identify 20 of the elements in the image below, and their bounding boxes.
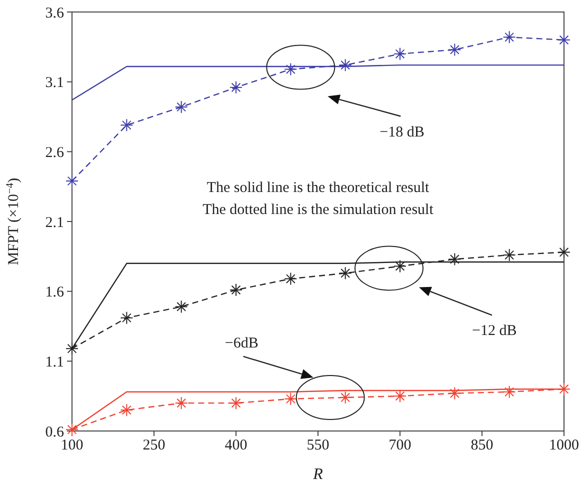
- x-tick-label: 250: [142, 438, 166, 454]
- y-tick-label: 3.6: [45, 5, 64, 22]
- y-tick-label: 2.6: [45, 144, 64, 161]
- x-tick-label: 400: [224, 438, 248, 454]
- y-tick-label: 0.6: [45, 424, 64, 440]
- x-tick-label: 1000: [549, 438, 579, 454]
- y-tick-label: 2.1: [45, 214, 64, 231]
- annotation: The dotted line is the simulation result: [202, 202, 434, 218]
- x-axis-title: R: [312, 466, 324, 481]
- annotation: −6dB: [224, 335, 258, 352]
- y-tick-label: 3.1: [45, 75, 64, 92]
- annotation: −18 dB: [380, 124, 424, 140]
- annotation: The solid line is the theoretical result: [206, 180, 430, 196]
- x-tick-label: 550: [306, 438, 330, 454]
- annotation: −12 dB: [472, 323, 517, 340]
- y-tick-label: 1.1: [45, 354, 64, 370]
- x-tick-label: 100: [60, 438, 84, 454]
- x-tick-label: 850: [470, 438, 494, 454]
- y-tick-label: 1.6: [45, 284, 64, 301]
- x-tick-label: 700: [388, 438, 412, 454]
